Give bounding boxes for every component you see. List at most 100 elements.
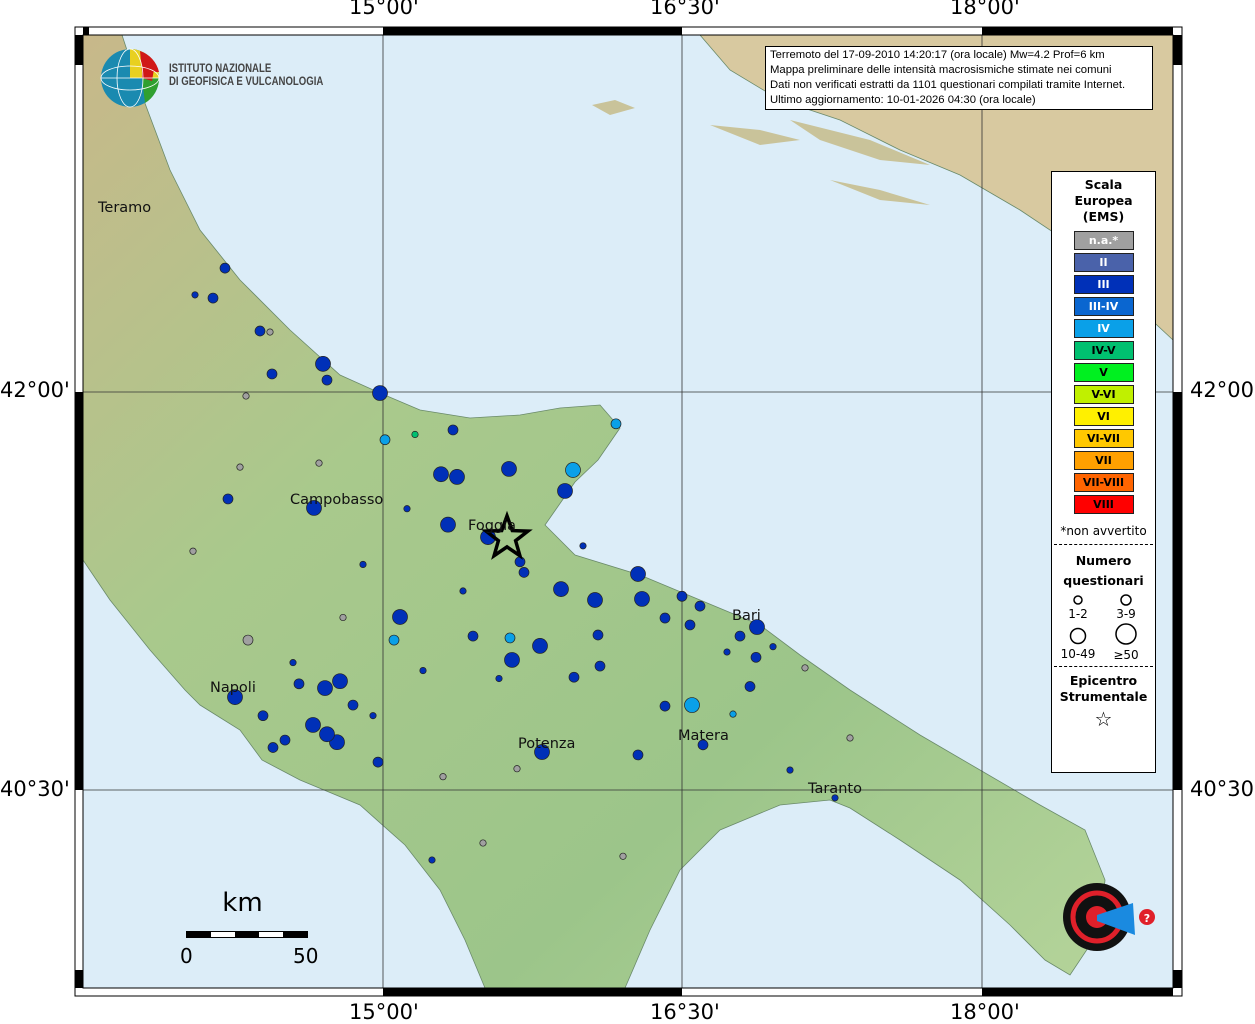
intensity-point	[479, 839, 487, 847]
size-label: 1-2	[1068, 607, 1088, 621]
intensity-point	[467, 630, 479, 642]
intensity-point	[592, 629, 604, 641]
intensity-point	[369, 712, 377, 720]
city-label: Foggia	[468, 518, 517, 535]
intensity-point	[242, 634, 254, 646]
intensity-point	[630, 566, 646, 582]
intensity-point	[676, 590, 688, 602]
intensity-point	[242, 392, 250, 400]
island	[790, 120, 930, 165]
legend-class-swatch: V	[1073, 363, 1134, 382]
intensity-point	[347, 699, 359, 711]
intensity-point	[449, 469, 465, 485]
intensity-point	[257, 710, 269, 722]
intensity-point	[723, 648, 731, 656]
intensity-point	[684, 619, 696, 631]
intensity-point	[831, 794, 839, 802]
city-label: Napoli	[210, 680, 256, 697]
intensity-point	[694, 600, 706, 612]
intensity-point	[659, 612, 671, 624]
scale-max: 50	[293, 944, 319, 968]
size-label: ≥50	[1113, 648, 1138, 662]
intensity-point	[504, 652, 520, 668]
intensity-point	[379, 434, 391, 446]
intensity-point	[744, 681, 756, 692]
intensity-point	[579, 542, 587, 550]
intensity-point	[532, 638, 548, 654]
legend-title: Scala Europea (EMS)	[1074, 177, 1133, 224]
lon-label-bottom: 18°00'	[950, 1000, 1020, 1024]
intensity-point	[315, 356, 331, 372]
legend-class-swatch: VII	[1073, 451, 1134, 470]
observation-points	[189, 262, 854, 864]
legend-class-swatch: III	[1073, 275, 1134, 294]
intensity-point	[684, 697, 700, 713]
intensity-point	[568, 671, 580, 683]
intensity-point	[433, 466, 449, 483]
intensity-point	[697, 739, 709, 751]
lon-label-bottom: 16°30'	[650, 1000, 720, 1024]
legend-class-swatch: n.a.*	[1073, 231, 1134, 250]
intensity-point	[219, 262, 231, 274]
lon-label-top: 15°00'	[349, 0, 419, 19]
intensity-point	[501, 461, 517, 477]
intensity-point	[518, 567, 530, 578]
intensity-point	[619, 852, 627, 860]
size-legend: 1-2 3-9 10-49 ≥50	[1061, 594, 1139, 662]
intensity-point	[359, 560, 367, 568]
intensity-point	[236, 463, 244, 471]
intensity-point	[207, 292, 219, 304]
lon-label-top: 16°30'	[650, 0, 720, 19]
intensity-point	[319, 726, 335, 743]
intensity-point	[321, 374, 333, 386]
map-frame	[74, 26, 1183, 997]
lat-label-left: 42°00'	[0, 378, 70, 402]
intensity-point	[659, 700, 671, 712]
city-label: Potenza	[518, 735, 576, 752]
scale-bar-graphic	[186, 931, 308, 938]
intensity-point	[392, 609, 408, 625]
intensity-point	[729, 710, 737, 718]
intensity-point	[495, 674, 503, 683]
haisentito-logo: ?	[1063, 883, 1155, 951]
intensity-point	[553, 581, 569, 597]
city-label: Bari	[732, 608, 761, 625]
intensity-point	[587, 592, 603, 608]
intensity-point	[411, 430, 419, 438]
intensity-point	[610, 418, 622, 430]
intensity-point	[769, 643, 777, 651]
lat-label-right: 40°30'	[1190, 777, 1255, 801]
intensity-point	[279, 734, 291, 746]
intensity-point	[439, 773, 447, 781]
ingv-name-line1: ISTITUTO NAZIONALE	[169, 61, 272, 75]
city-label: Campobasso	[290, 491, 384, 508]
intensity-point	[289, 659, 297, 667]
intensity-point	[504, 632, 516, 644]
intensity-point	[222, 493, 234, 505]
ingv-logo-text: ISTITUTO NAZIONALE DI GEOFISICA E VULCANO…	[169, 62, 323, 88]
legend-class-swatch: IV	[1073, 319, 1134, 338]
intensity-swatches: n.a.* II III III-IV IV IV-V V V-VI VI VI-VII VII VI…	[1052, 231, 1155, 514]
intensity-point	[632, 749, 644, 761]
intensity-point	[372, 385, 388, 401]
scale-bar: km 0 50	[180, 888, 318, 968]
island	[710, 125, 800, 145]
city-label: Teramo	[98, 199, 152, 216]
legend-class-swatch: V-VI	[1073, 385, 1134, 404]
intensity-point	[634, 591, 650, 607]
intensity-point	[786, 766, 794, 774]
intensity-point	[459, 587, 467, 595]
graticule	[83, 35, 1173, 988]
legend-class-swatch: VI	[1073, 407, 1134, 426]
intensity-point	[266, 368, 278, 380]
intensity-point	[317, 680, 333, 696]
intensity-point	[388, 634, 400, 646]
event-info-line: Terremoto del 17-09-2010 14:20:17 (ora l…	[770, 49, 1105, 61]
star-icon: ☆	[1094, 707, 1113, 731]
intensity-point	[513, 765, 521, 773]
intensity-point	[191, 291, 199, 299]
lon-label-top: 18°00'	[950, 0, 1020, 19]
map-description: Mappa preliminare delle intensità macros…	[770, 64, 1112, 76]
